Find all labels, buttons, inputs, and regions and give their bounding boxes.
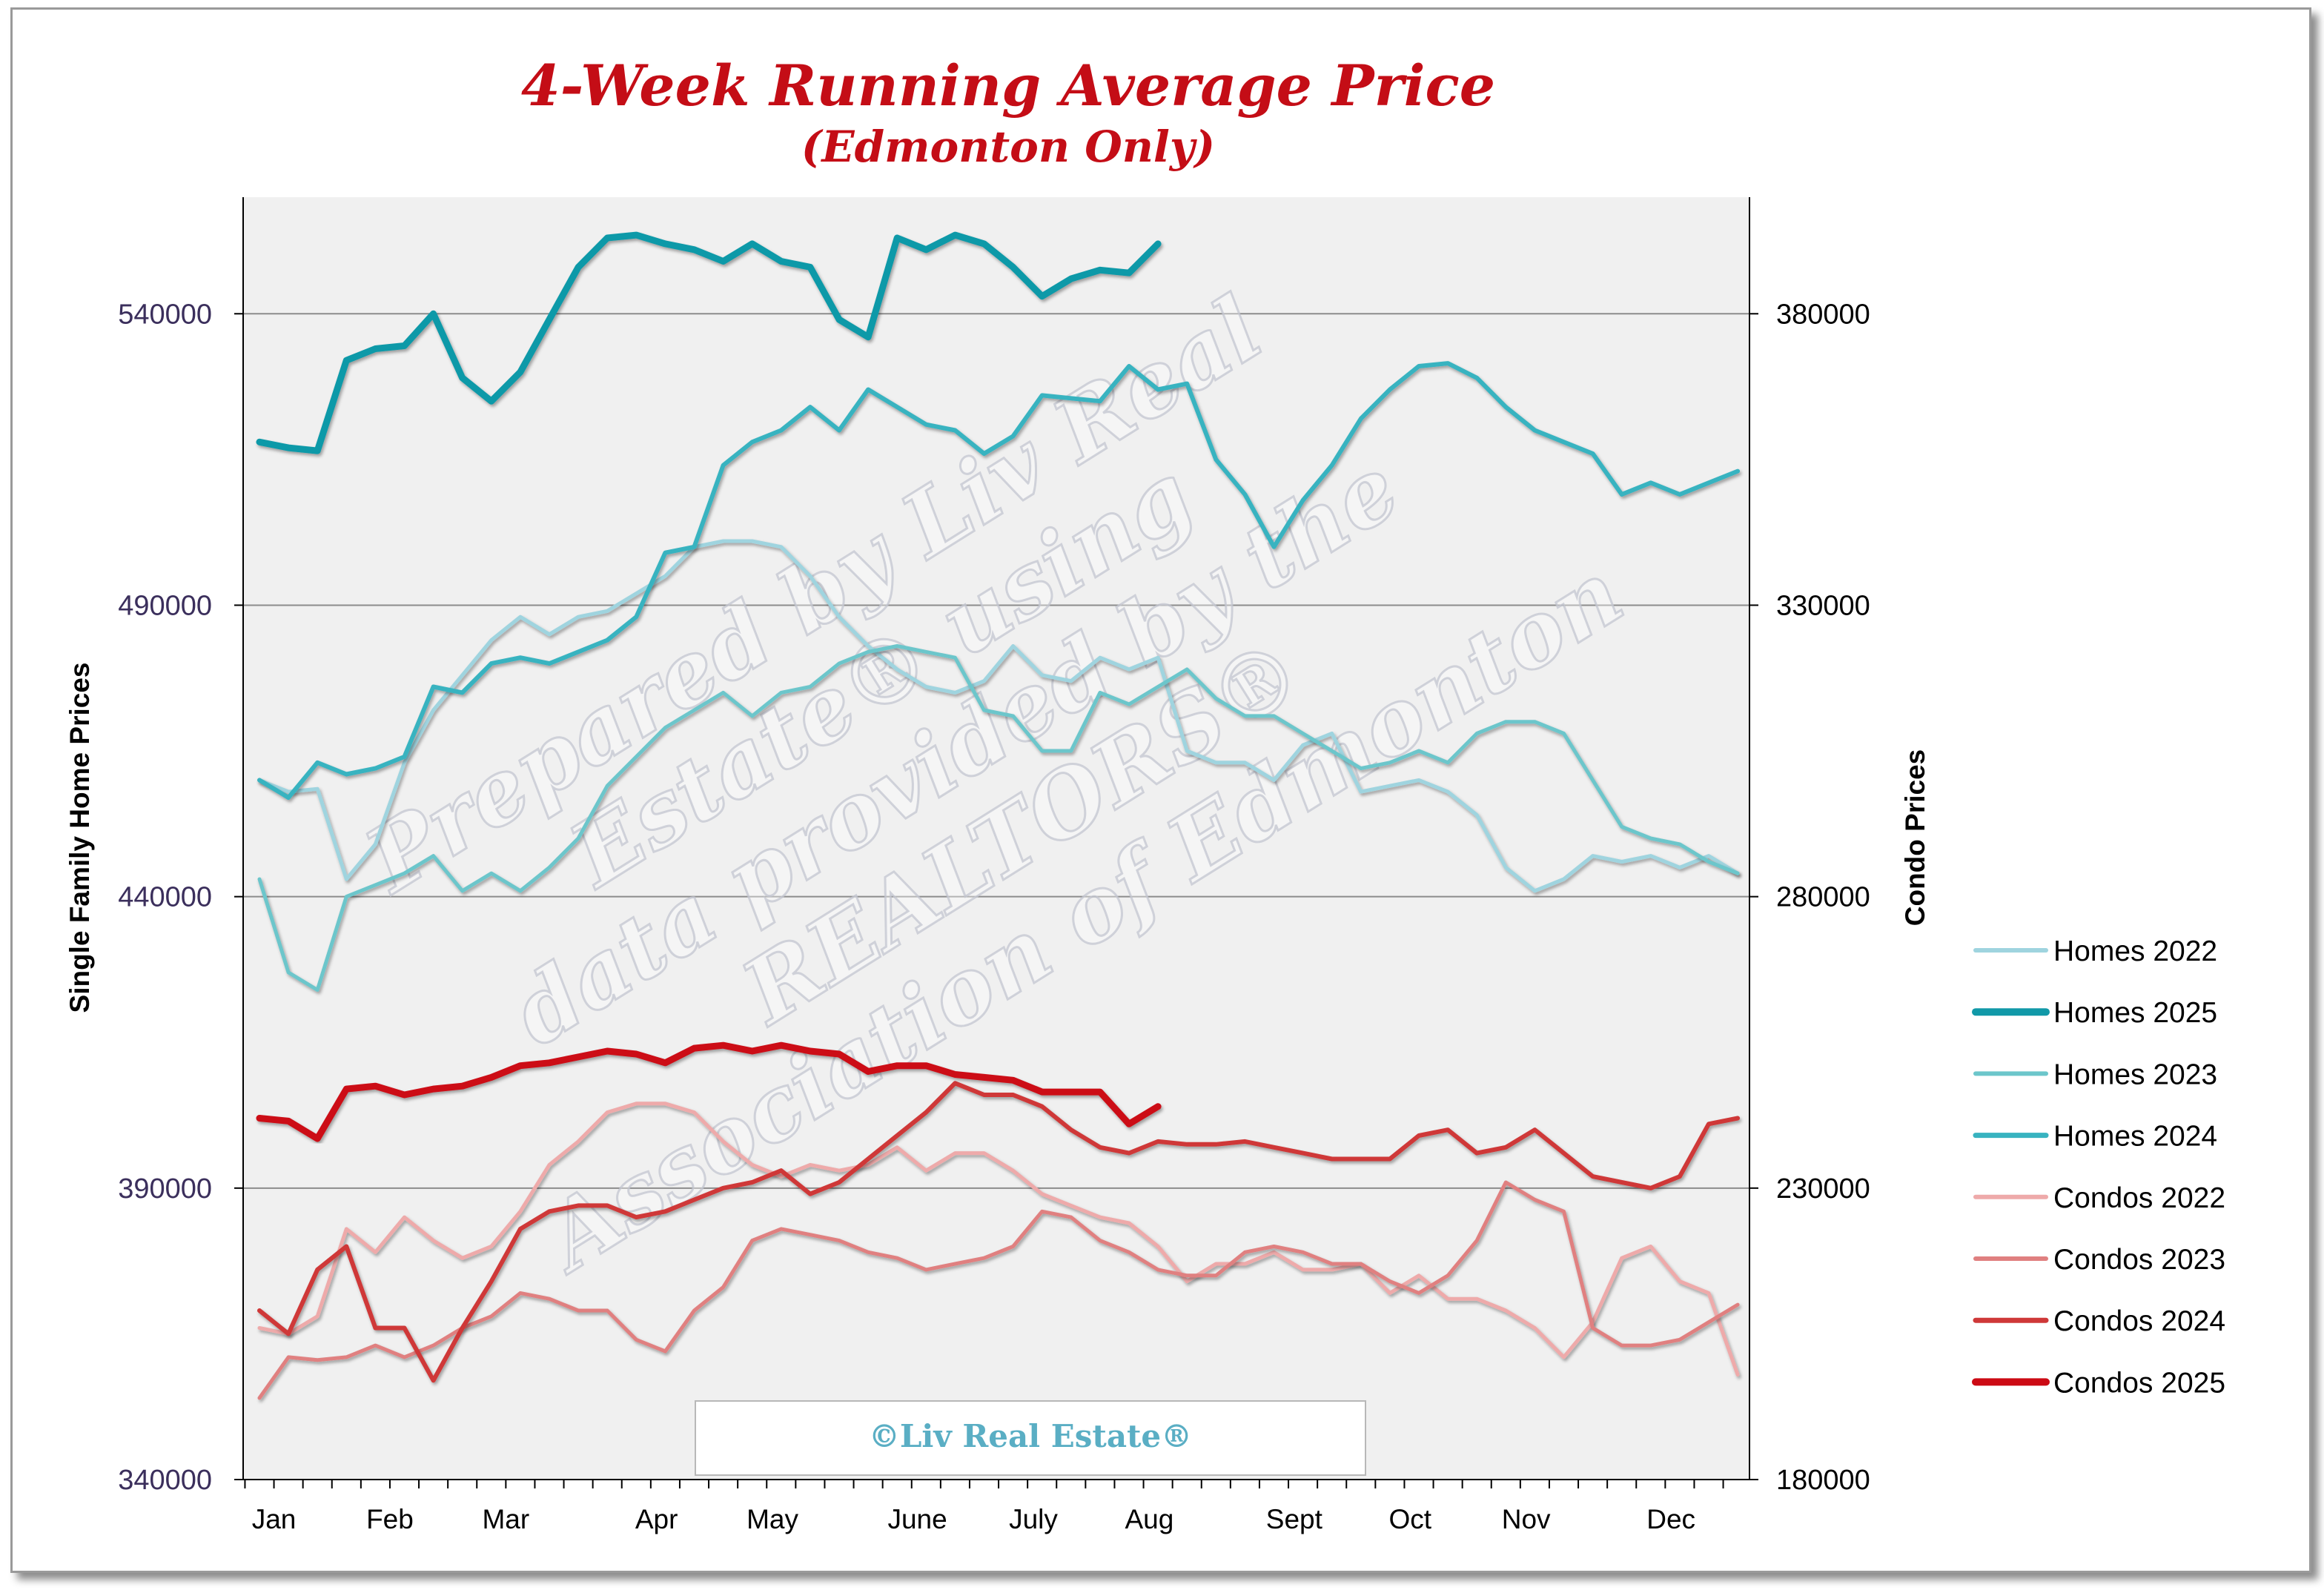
credit-box	[695, 1400, 1366, 1476]
series-line-condos-2024	[257, 1081, 1741, 1383]
legend-label-homes-2022: Homes 2022	[2053, 935, 2217, 967]
x-tick-label: Oct	[1388, 1504, 1431, 1534]
x-tick-label: Apr	[635, 1504, 678, 1534]
axes	[242, 197, 1750, 1488]
x-tick-label: Jan	[252, 1504, 297, 1534]
y-axis-left-title: Single Family Home Prices	[64, 663, 95, 1013]
chart-subtitle: (Edmonton Only)	[801, 122, 1215, 172]
legend-label-condos-2024: Condos 2024	[2053, 1305, 2225, 1337]
chart-title: 4-Week Running Average Price	[521, 53, 1495, 119]
x-tick-label: May	[746, 1504, 798, 1534]
y-left-tick-label: 340000	[118, 1465, 212, 1496]
x-tick-label: July	[1009, 1504, 1058, 1534]
y-left-ticks: 540000 490000 440000 390000 340000	[118, 299, 243, 1496]
x-tick-label: Nov	[1502, 1504, 1551, 1534]
legend-label-homes-2024: Homes 2024	[2053, 1121, 2217, 1153]
legend-label-condos-2025: Condos 2025	[2053, 1367, 2225, 1399]
gridlines	[243, 313, 1749, 1189]
series-line-condos-2023	[257, 1180, 1740, 1400]
series-line-condos-2025	[256, 1041, 1162, 1142]
legend: Homes 2022 Homes 2025 Homes 2023 Homes 2024…	[1972, 935, 2225, 1399]
x-tick-label: Mar	[482, 1504, 529, 1534]
plot-area	[243, 197, 1749, 1480]
legend-label-homes-2023: Homes 2023	[2053, 1059, 2217, 1090]
y-axis-right-title: Condo Prices	[1900, 749, 1930, 927]
y-right-tick-label: 330000	[1776, 590, 1870, 621]
legend-label-homes-2025: Homes 2025	[2053, 997, 2217, 1029]
series-line-condos-2022	[257, 1102, 1740, 1377]
legend-label-condos-2023: Condos 2023	[2053, 1244, 2225, 1276]
y-left-tick-label: 390000	[118, 1173, 212, 1205]
y-right-tick-label: 280000	[1776, 882, 1870, 913]
x-tick-label: Feb	[366, 1504, 414, 1534]
series-line-homes-2024	[257, 361, 1741, 800]
x-tick-label: Dec	[1646, 1504, 1695, 1534]
credit-text: ©Liv Real Estate®	[869, 1418, 1192, 1454]
y-left-tick-label: 540000	[118, 299, 212, 330]
x-tick-label: Aug	[1125, 1504, 1173, 1534]
x-tick-label: Sept	[1266, 1504, 1323, 1534]
series-layer	[256, 231, 1741, 1400]
y-left-tick-label: 490000	[118, 590, 212, 621]
y-right-tick-label: 380000	[1776, 299, 1870, 330]
y-left-tick-label: 440000	[118, 882, 212, 913]
y-right-tick-label: 180000	[1776, 1465, 1870, 1496]
y-right-ticks: 380000 330000 280000 230000 180000	[1749, 299, 1870, 1496]
x-tick-label: June	[887, 1504, 947, 1534]
y-right-tick-label: 230000	[1776, 1173, 1870, 1205]
legend-label-condos-2022: Condos 2022	[2053, 1182, 2225, 1214]
series-line-homes-2022	[257, 539, 1740, 893]
series-line-homes-2023	[257, 644, 1740, 992]
series-line-homes-2025	[256, 231, 1162, 454]
x-ticks: Jan Feb Mar Apr May June July Aug Sept Oct Nov Dec	[252, 1504, 1695, 1534]
